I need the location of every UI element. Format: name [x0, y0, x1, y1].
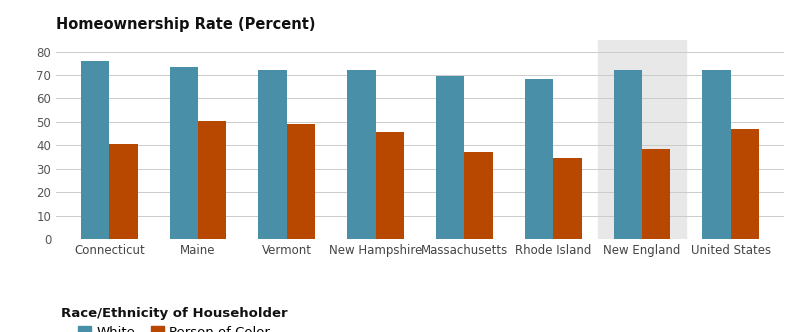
Bar: [730, 129, 759, 239]
Bar: [258, 70, 287, 239]
Bar: [170, 67, 198, 239]
Bar: [464, 152, 493, 239]
Bar: [553, 158, 582, 239]
Bar: [81, 61, 110, 239]
Bar: [110, 144, 138, 239]
Bar: [436, 76, 464, 239]
Bar: [614, 70, 642, 239]
Bar: [287, 124, 315, 239]
Bar: [525, 78, 553, 239]
Bar: [702, 70, 730, 239]
Text: Homeownership Rate (Percent): Homeownership Rate (Percent): [56, 17, 315, 32]
Bar: [642, 149, 670, 239]
Bar: [376, 132, 404, 239]
Bar: [598, 40, 686, 239]
Bar: [347, 70, 376, 239]
Legend: White, Person of Color: White, Person of Color: [55, 301, 293, 332]
Bar: [198, 121, 226, 239]
